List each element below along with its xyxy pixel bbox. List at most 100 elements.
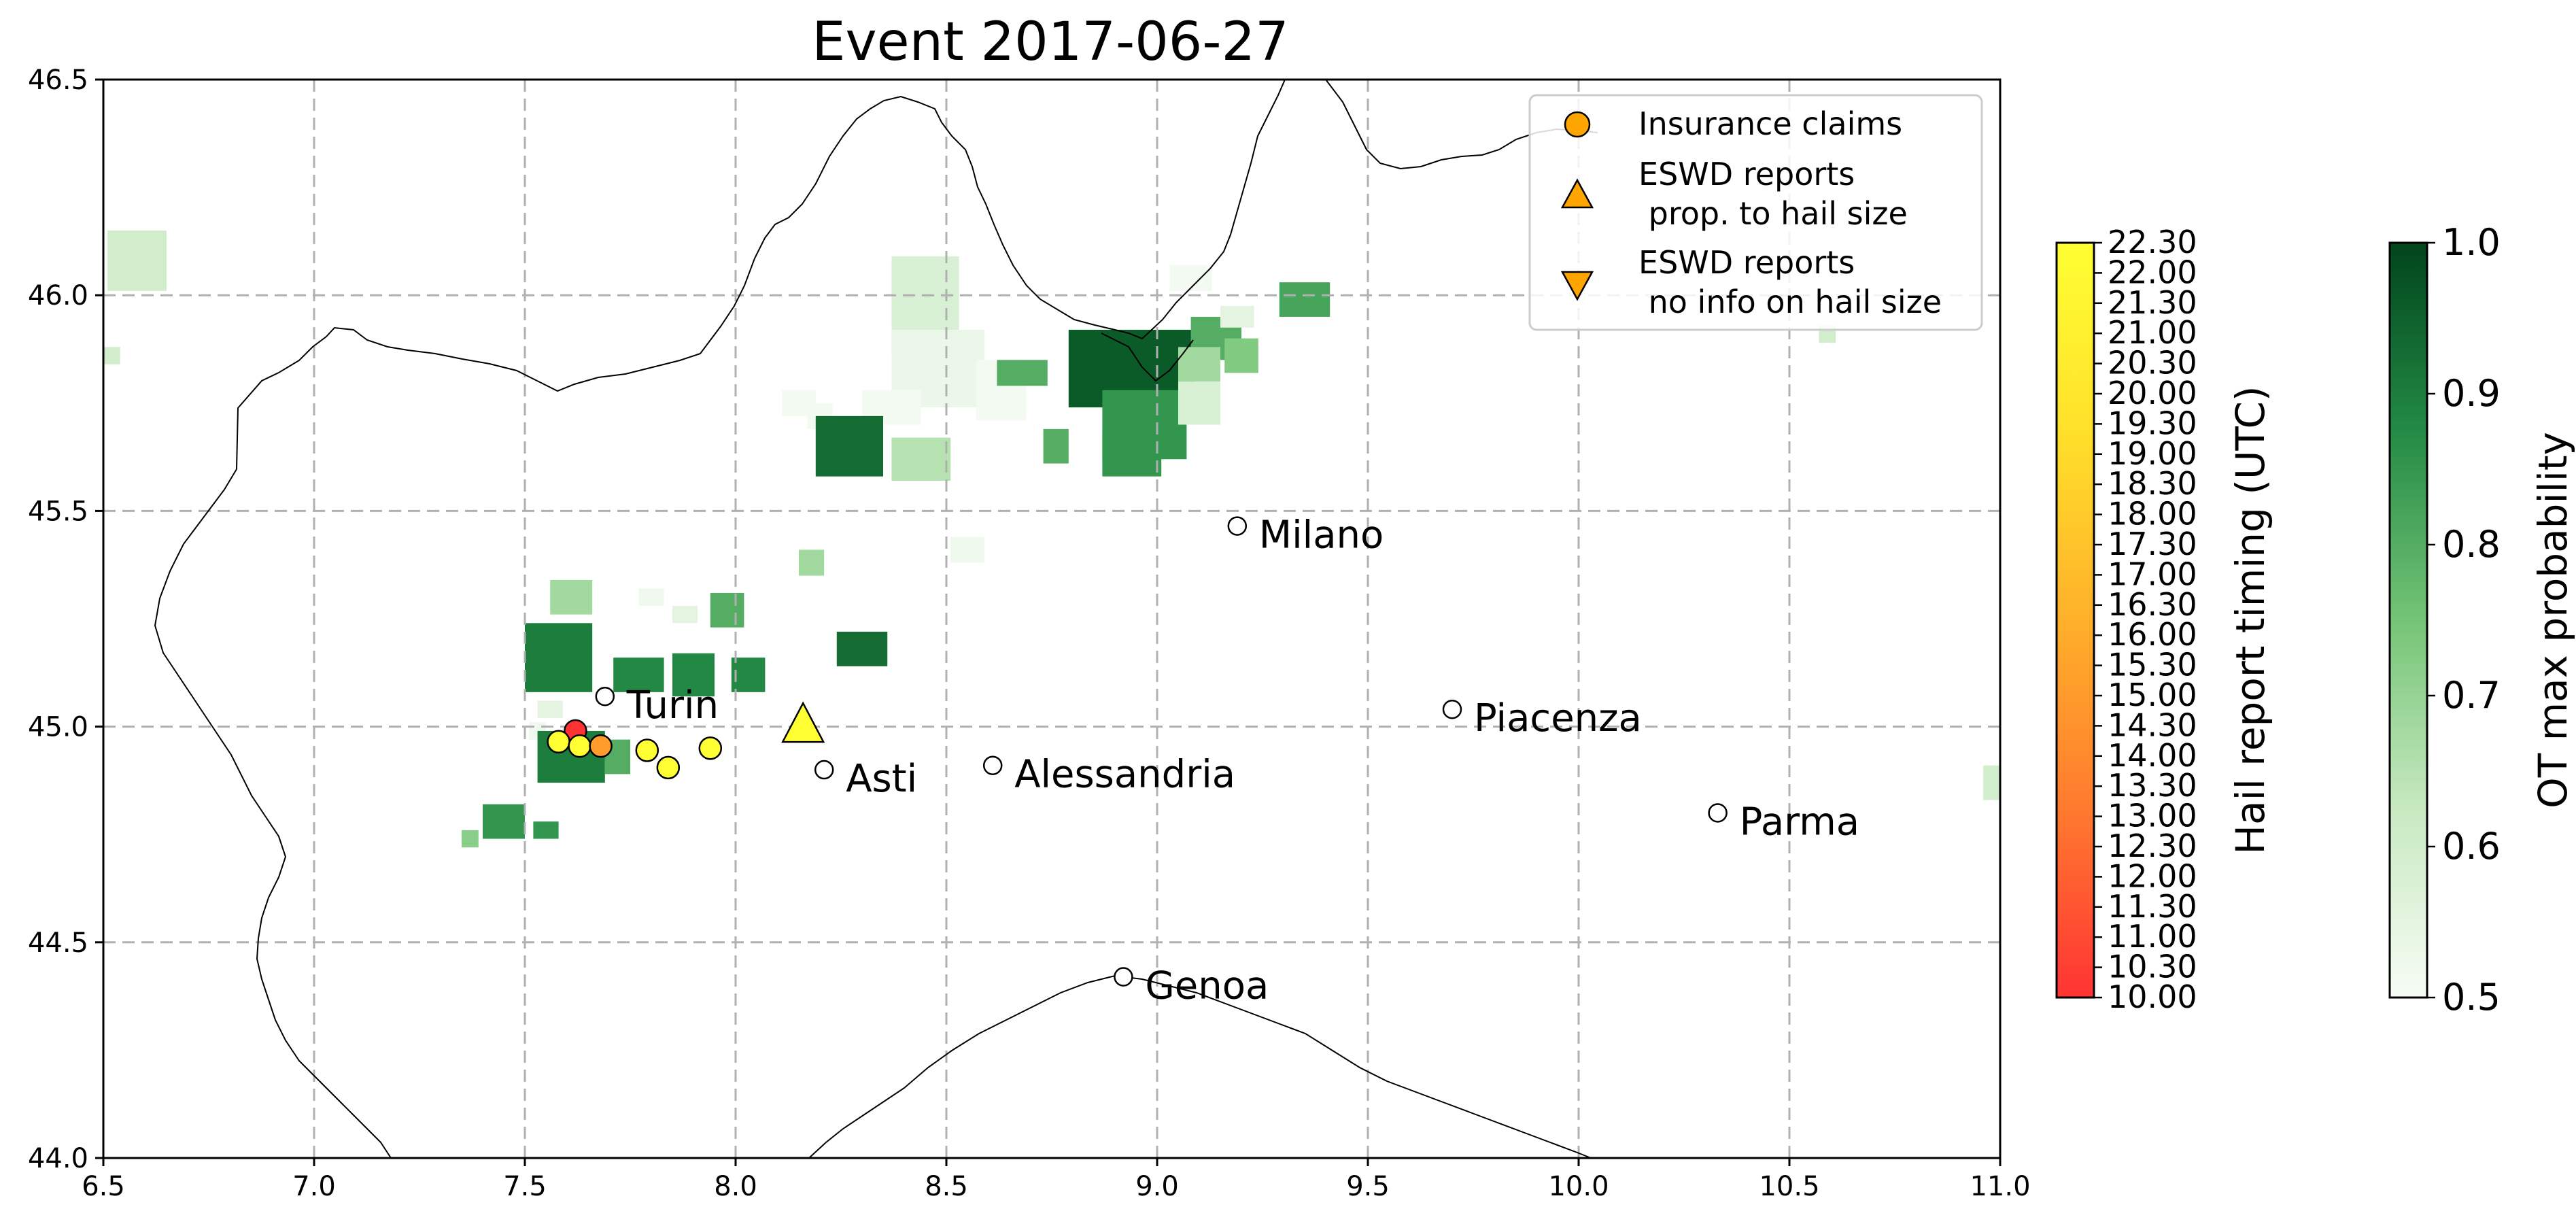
ot-cell [799, 549, 825, 576]
ot-cell [638, 588, 664, 606]
ot-cell [1102, 433, 1162, 477]
insurance-claim-marker [698, 736, 723, 760]
legend-label-eswd-nosize-2: no info on hail size [1638, 284, 1942, 320]
x-tick-label: 9.5 [1346, 1171, 1390, 1202]
colorbar-ot-probability-tick-label: 1.0 [2442, 221, 2501, 264]
ot-cell [836, 632, 888, 666]
colorbar-hail-timing-tick-label: 11.00 [2108, 918, 2197, 955]
y-axis-ticks: 44.0 44.5 45.0 45.5 46.0 46.5 [28, 65, 103, 1174]
ot-cell [613, 658, 664, 692]
y-tick-label: 45.0 [28, 712, 88, 743]
colorbar-ot-probability-label: OT max probability [2530, 432, 2576, 808]
colorbar-hail-timing-tick-label: 12.30 [2108, 828, 2197, 864]
colorbar-hail-timing-tick-label: 22.30 [2108, 224, 2197, 260]
ot-cell [1178, 347, 1220, 382]
legend-label-eswd-2: prop. to hail size [1638, 195, 1908, 232]
legend-label-insurance: Insurance claims [1638, 105, 1902, 142]
colorbar-ot-probability-tick-label: 0.9 [2442, 372, 2501, 415]
ot-cell [672, 605, 698, 624]
ot-cell [107, 231, 167, 291]
ot-cell [525, 623, 593, 692]
city-marker [982, 755, 1003, 775]
colorbar-ot-probability-tick-label: 0.5 [2442, 976, 2501, 1019]
colorbar-hail-timing-bar [2055, 241, 2095, 999]
city-label: Piacenza [1474, 696, 1642, 740]
legend-triangle-down-marker [1560, 271, 1594, 301]
x-tick-label: 8.0 [714, 1171, 757, 1202]
western-border [154, 469, 392, 1159]
ot-cell [1220, 306, 1254, 328]
colorbar-ot-probability-ticks: 0.5 0.6 0.7 0.8 0.9 1.0 [2427, 221, 2501, 1019]
legend-label-eswd-nosize-1: ESWD reports [1638, 244, 1855, 281]
city-label: Milano [1259, 513, 1384, 558]
colorbar-ot-probability-tick-label: 0.7 [2442, 674, 2501, 717]
ot-cell [1224, 338, 1258, 373]
colorbar-hail-timing-tick-label: 18.30 [2108, 465, 2197, 502]
ot-cell [483, 804, 525, 839]
city-marker [1442, 699, 1462, 719]
insurance-claim-marker [656, 755, 681, 780]
insurance-claim-marker [547, 730, 570, 754]
insurance-claim-marker [568, 734, 591, 758]
ot-cell [1178, 381, 1220, 425]
y-tick-label: 45.5 [28, 496, 88, 527]
colorbar-hail-timing-tick-label: 14.00 [2108, 737, 2197, 774]
city-markers: Turin Milano Asti Alessandria Piacenza Parma G… [595, 513, 1859, 1008]
legend-box [1528, 94, 1983, 331]
colorbar-hail-timing-tick-label: 16.00 [2108, 616, 2197, 653]
x-axis-ticks: 6.5 7.0 7.5 8.0 8.5 9.0 9.5 10.0 10.5 11.0 [82, 1158, 2031, 1202]
city-marker [1227, 516, 1248, 536]
ot-cell [1279, 282, 1330, 317]
colorbar-ot-probability-tick-label: 0.6 [2442, 825, 2501, 868]
ot-cell [782, 390, 816, 416]
ot-cell [462, 830, 479, 848]
insurance-claim-marker [635, 738, 659, 762]
colorbar-ot-probability-bar [2388, 241, 2428, 999]
colorbar-hail-timing-tick-label: 20.00 [2108, 375, 2197, 411]
city-marker [1708, 803, 1728, 823]
border-fragment [1101, 333, 1194, 382]
colorbar-hail-timing-tick-label: 20.30 [2108, 345, 2197, 381]
legend-circle-marker [1564, 111, 1591, 138]
borders-and-coastlines [154, 79, 1598, 1159]
map-frame [102, 78, 2002, 1159]
y-tick-label: 44.5 [28, 927, 88, 959]
ot-cell [950, 537, 984, 563]
colorbar-ot-probability: 0.5 0.6 0.7 0.8 0.9 1.0 OT max probability [2388, 221, 2576, 1019]
city-label: Genoa [1145, 964, 1269, 1008]
insurance-claim-marker [589, 734, 613, 758]
colorbar-hail-timing-tick-label: 10.30 [2108, 949, 2197, 985]
colorbar-hail-timing-tick-label: 13.30 [2108, 767, 2197, 804]
x-tick-label: 7.5 [503, 1171, 547, 1202]
y-tick-label: 44.0 [28, 1143, 88, 1174]
colorbar-hail-timing-tick-label: 21.00 [2108, 314, 2197, 351]
colorbar-hail-timing-tick-label: 21.30 [2108, 284, 2197, 321]
ot-cell [1043, 428, 1069, 464]
x-tick-label: 10.5 [1759, 1171, 1819, 1202]
colorbar-hail-timing-tick-label: 10.00 [2108, 978, 2197, 1015]
colorbar-hail-timing-tick-label: 19.00 [2108, 435, 2197, 472]
colorbar-hail-timing: 10.0010.3011.0011.3012.0012.3013.0013.30… [2055, 224, 2273, 1015]
colorbar-hail-timing-tick-label: 17.00 [2108, 556, 2197, 592]
city-marker [814, 760, 834, 780]
legend: Insurance claims ESWD reports prop. to h… [1528, 94, 1983, 331]
colorbar-hail-timing-tick-label: 14.30 [2108, 706, 2197, 743]
colorbar-hail-timing-tick-label: 18.00 [2108, 496, 2197, 532]
city-marker [595, 686, 615, 706]
y-tick-label: 46.5 [28, 65, 88, 96]
gridlines [103, 80, 2000, 1158]
colorbar-hail-timing-tick-label: 15.30 [2108, 647, 2197, 683]
colorbar-hail-timing-tick-label: 13.00 [2108, 798, 2197, 834]
ot-cell [1983, 765, 2000, 800]
ot-cell [710, 592, 744, 628]
colorbar-hail-timing-tick-label: 15.00 [2108, 677, 2197, 713]
x-tick-label: 6.5 [82, 1171, 125, 1202]
overshooting-top-cells [103, 231, 2000, 848]
x-tick-label: 11.0 [1970, 1171, 2030, 1202]
colorbar-hail-timing-tick-label: 19.30 [2108, 405, 2197, 441]
ot-cell [672, 653, 715, 697]
city-label: Turin [626, 683, 719, 728]
city-label: Asti [846, 757, 917, 801]
y-tick-label: 46.0 [28, 280, 88, 311]
